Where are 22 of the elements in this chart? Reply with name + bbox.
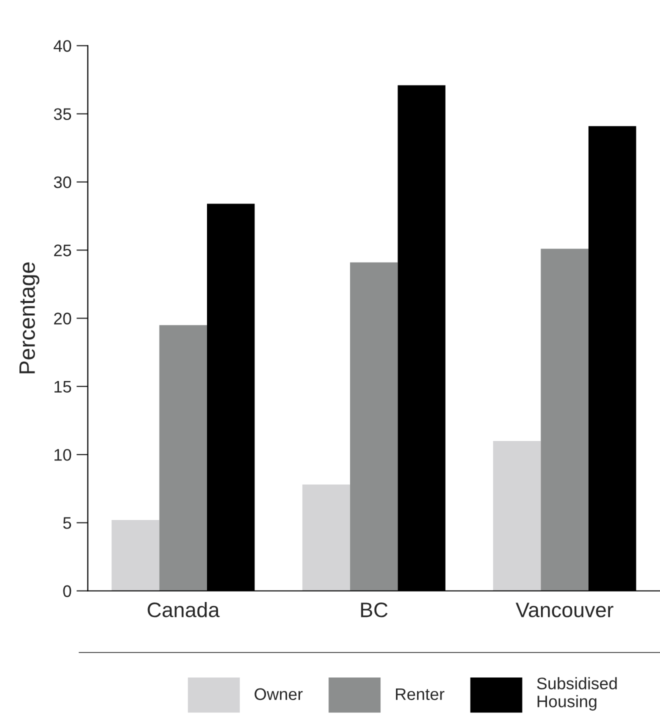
y-axis-title: Percentage [19, 262, 40, 374]
bar [112, 520, 160, 591]
bar [350, 262, 398, 591]
legend-label: Renter [396, 688, 444, 700]
bar [493, 440, 541, 591]
y-tick-label: 15 [54, 381, 72, 393]
legend-label: Owner [254, 688, 303, 700]
y-tick-label: 10 [54, 448, 72, 461]
y-tick-label: 20 [54, 312, 72, 324]
x-tick-label: Canada [148, 602, 220, 618]
x-tick-label: BC [361, 602, 388, 618]
y-tick-label: 30 [54, 176, 72, 188]
legend-label: Subsidised Housing [537, 677, 617, 711]
bar [302, 484, 350, 591]
y-tick-label: 0 [63, 585, 72, 598]
bar [540, 248, 588, 591]
x-tick-label: Vancouver [516, 602, 614, 618]
bar [159, 325, 207, 591]
y-tick-label: 40 [54, 40, 72, 52]
y-tick-label: 5 [63, 517, 72, 529]
y-tick-label: 25 [54, 244, 72, 256]
y-tick-label: 35 [54, 108, 72, 120]
